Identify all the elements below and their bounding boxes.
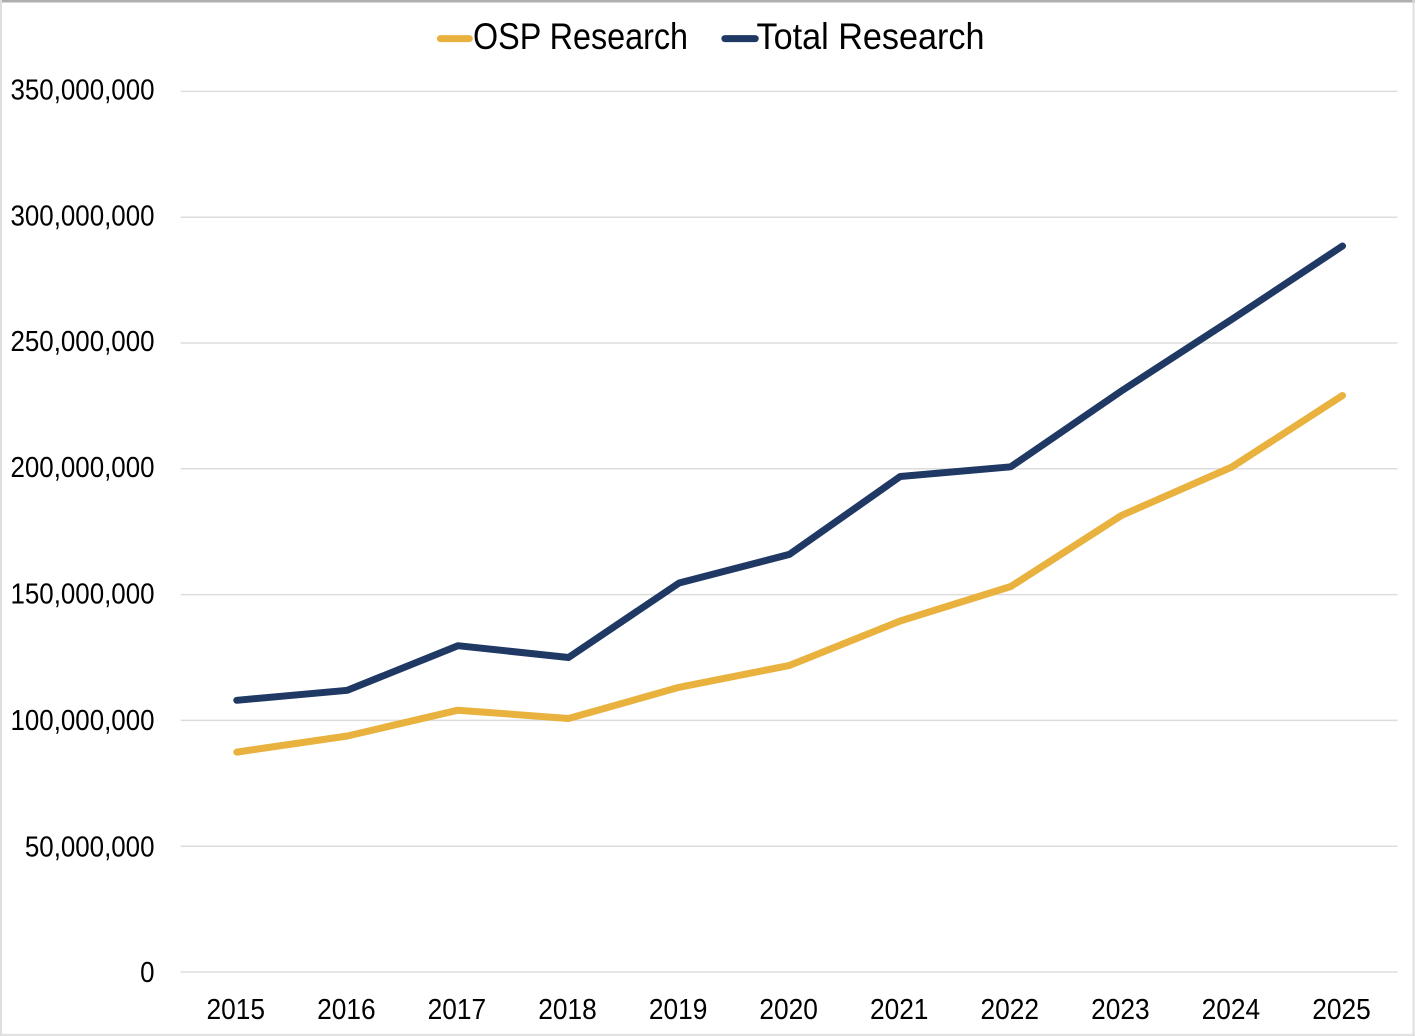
svg-text:2024: 2024 [1202, 994, 1261, 1026]
svg-text:0: 0 [140, 957, 154, 989]
svg-text:250,000,000: 250,000,000 [11, 326, 155, 358]
svg-text:Total Research: Total Research [757, 16, 985, 57]
svg-text:2025: 2025 [1312, 994, 1371, 1026]
svg-text:2020: 2020 [759, 994, 818, 1026]
svg-text:2016: 2016 [317, 994, 376, 1026]
svg-text:2015: 2015 [207, 994, 266, 1026]
svg-text:200,000,000: 200,000,000 [11, 452, 155, 484]
svg-text:2021: 2021 [870, 994, 929, 1026]
svg-text:OSP Research: OSP Research [473, 16, 688, 57]
svg-text:350,000,000: 350,000,000 [11, 75, 155, 107]
svg-text:2018: 2018 [538, 994, 597, 1026]
svg-text:2017: 2017 [428, 994, 487, 1026]
svg-text:300,000,000: 300,000,000 [11, 200, 155, 232]
svg-text:2019: 2019 [649, 994, 708, 1026]
svg-text:150,000,000: 150,000,000 [11, 578, 155, 610]
svg-text:50,000,000: 50,000,000 [25, 832, 155, 864]
svg-text:2022: 2022 [981, 994, 1040, 1026]
svg-text:100,000,000: 100,000,000 [11, 705, 155, 737]
svg-text:2023: 2023 [1091, 994, 1150, 1026]
